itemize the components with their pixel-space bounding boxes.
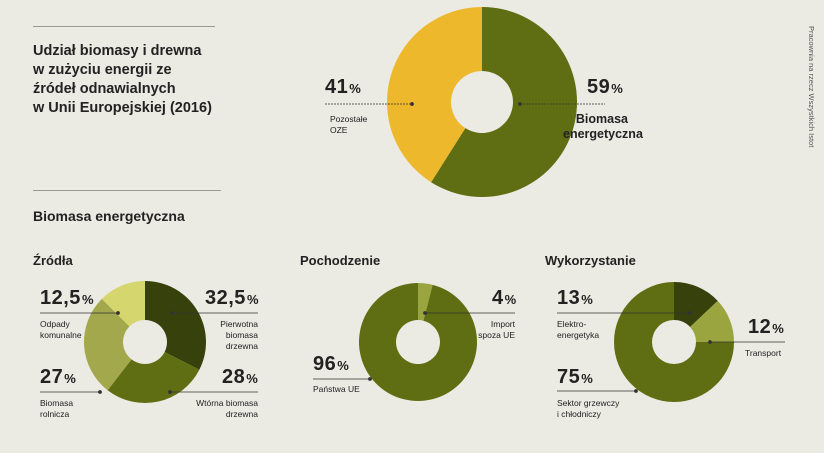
src-primary-label: Pierwotna biomasa drzewna bbox=[220, 319, 258, 351]
main-title: Udział biomasy i drewna w zużyciu energi… bbox=[33, 43, 212, 116]
main-right-pct: 59% bbox=[587, 76, 624, 98]
slice-odpady bbox=[101, 281, 145, 327]
top-divider bbox=[33, 26, 215, 27]
section-title: Biomasa energetyczna bbox=[33, 208, 185, 224]
use-heat-pct: 75% bbox=[557, 366, 594, 388]
slice-wtorna bbox=[107, 351, 200, 403]
src-secondary-pct: 28% bbox=[222, 366, 259, 388]
src-secondary-label: Wtórna biomasa drzewna bbox=[196, 398, 258, 419]
leader-lines bbox=[40, 102, 785, 394]
slice-elektroenergetyka bbox=[674, 282, 718, 327]
credit: Pracownia na rzecz Wszystkich Istot bbox=[807, 26, 816, 148]
slice-biomasa-energetyczna bbox=[431, 7, 577, 197]
donut-origin bbox=[358, 283, 477, 401]
use-transport-label: Transport bbox=[745, 348, 782, 358]
use-elec-label: Elektro- energetyka bbox=[557, 319, 600, 340]
main-left-pct: 41% bbox=[325, 76, 362, 98]
use-transport-pct: 12% bbox=[748, 316, 785, 338]
subtitle-use: Wykorzystanie bbox=[545, 253, 636, 268]
donut-main bbox=[387, 7, 577, 197]
src-waste-label: Odpady komunalne bbox=[40, 319, 82, 340]
slice-import bbox=[418, 283, 433, 321]
slice-rolnicza bbox=[83, 298, 132, 391]
donut-sources bbox=[83, 281, 206, 403]
org-import-pct: 4% bbox=[492, 287, 517, 309]
subtitle-origin: Pochodzenie bbox=[300, 253, 381, 268]
slice-sektor-grzewczy bbox=[614, 282, 734, 402]
slice-pozostale-oze bbox=[387, 7, 482, 183]
src-agri-pct: 27% bbox=[40, 366, 77, 388]
subtitle-sources: Źródła bbox=[33, 253, 73, 268]
use-heat-label: Sektor grzewczy i chłodniczy bbox=[557, 398, 620, 419]
slice-panstwa-ue bbox=[358, 283, 477, 401]
section-divider bbox=[33, 190, 221, 191]
src-primary-pct: 32,5% bbox=[205, 287, 259, 309]
main-right-label: Biomasa energetyczna bbox=[563, 112, 643, 141]
org-eu-label: Państwa UE bbox=[313, 384, 360, 394]
donut-use bbox=[614, 282, 734, 402]
org-eu-pct: 96% bbox=[313, 353, 350, 375]
slice-transport bbox=[690, 300, 734, 342]
main-left-label: Pozostałe OZE bbox=[330, 114, 368, 135]
org-import-label: Import spoza UE bbox=[478, 319, 515, 340]
slice-pierwotna bbox=[145, 281, 206, 370]
src-agri-label: Biomasa rolnicza bbox=[40, 398, 74, 419]
use-elec-pct: 13% bbox=[557, 287, 594, 309]
src-waste-pct: 12,5% bbox=[40, 287, 94, 309]
